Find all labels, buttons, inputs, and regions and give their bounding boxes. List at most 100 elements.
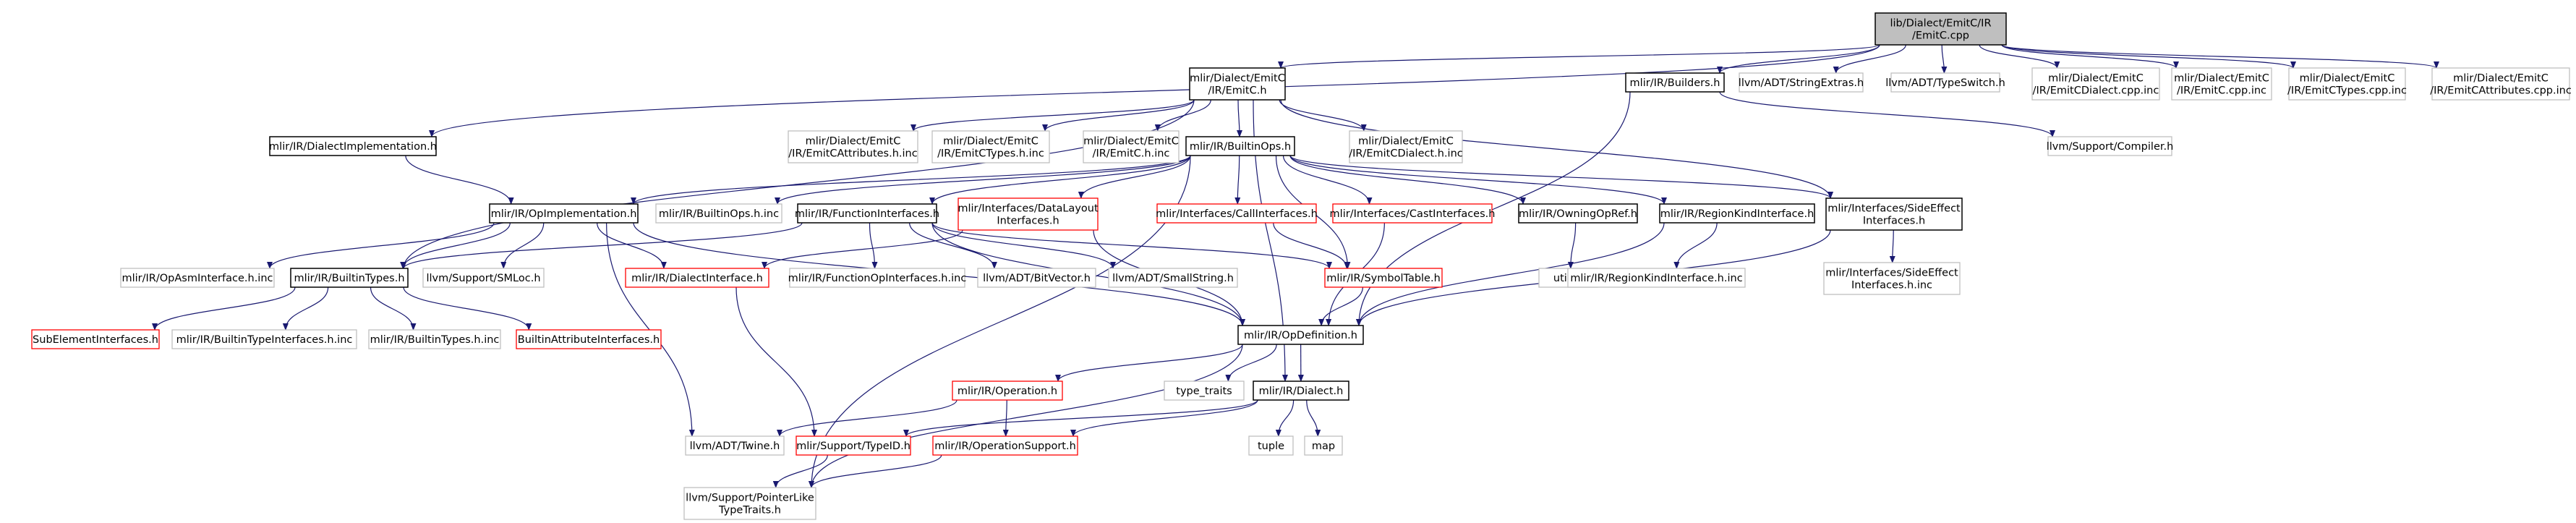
node-dialectinterface_h[interactable]: mlir/IR/DialectInterface.h bbox=[625, 268, 769, 288]
node-symboltable_h[interactable]: mlir/IR/SymbolTable.h bbox=[1324, 268, 1443, 288]
node-box bbox=[931, 130, 1050, 163]
node-label: llvm/Support/SMLoc.h bbox=[426, 273, 540, 284]
node-builtinattrinterfaces_h[interactable]: BuiltinAttributeInterfaces.h bbox=[516, 329, 662, 349]
node-label: mlir/Dialect/EmitC bbox=[2453, 73, 2549, 85]
node-label: /IR/EmitC.cpp.inc bbox=[2177, 85, 2266, 97]
edge-opimpl_h-to-opasminterface_h_inc bbox=[267, 222, 495, 269]
edge-dialect_h-to-typeid_h bbox=[903, 399, 1258, 437]
node-box bbox=[290, 268, 409, 288]
node-opdefinition_h[interactable]: mlir/IR/OpDefinition.h bbox=[1237, 325, 1364, 345]
node-builtinops_h[interactable]: mlir/IR/BuiltinOps.h bbox=[1185, 136, 1295, 156]
node-label: /IR/EmitCAttributes.h.inc bbox=[788, 148, 917, 160]
node-opsupport_h[interactable]: mlir/IR/OperationSupport.h bbox=[932, 435, 1078, 456]
node-smloc_h: llvm/Support/SMLoc.h bbox=[422, 268, 545, 288]
node-typeswitch_h: llvm/ADT/TypeSwitch.h bbox=[1885, 72, 2005, 93]
node-stringextras_h: llvm/ADT/StringExtras.h bbox=[1739, 72, 1864, 93]
node-box bbox=[120, 268, 275, 288]
node-box bbox=[1332, 203, 1493, 224]
node-label: /IR/EmitCAttributes.cpp.inc bbox=[2430, 85, 2572, 97]
edge-root-to-stringextras_h bbox=[1833, 44, 1906, 74]
node-box bbox=[2047, 136, 2172, 156]
node-box bbox=[1739, 72, 1864, 93]
node-owningopref_h[interactable]: mlir/IR/OwningOpRef.h bbox=[1518, 203, 1638, 224]
node-label: mlir/IR/RegionKindInterface.h bbox=[1660, 208, 1814, 220]
node-label: /IR/EmitC.h bbox=[1208, 85, 1266, 97]
edge-builtintypes_h-to-builtintypes_h_inc bbox=[370, 286, 417, 331]
node-label: /IR/EmitCTypes.h.inc bbox=[937, 148, 1044, 160]
node-opimpl_h[interactable]: mlir/IR/OpImplementation.h bbox=[489, 203, 639, 224]
node-map: map bbox=[1304, 435, 1343, 456]
edge-builtinops_h-to-sideeffect_h bbox=[1289, 155, 1833, 199]
node-label: /IR/EmitCDialect.h.inc bbox=[1349, 148, 1463, 160]
node-box bbox=[1890, 72, 2000, 93]
node-label: mlir/IR/DialectInterface.h bbox=[631, 273, 763, 284]
node-emitc_attrs_cpp_inc: mlir/Dialect/EmitC/IR/EmitCAttributes.cp… bbox=[2430, 67, 2572, 101]
node-regionkind_h_inc: mlir/IR/RegionKindInterface.h.inc bbox=[1567, 268, 1746, 288]
node-label: mlir/Dialect/EmitC bbox=[806, 136, 901, 148]
node-label: tuple bbox=[1258, 441, 1284, 452]
node-box bbox=[1164, 380, 1245, 401]
node-label: BuiltinAttributeInterfaces.h bbox=[518, 334, 660, 346]
node-builtintypes_h[interactable]: mlir/IR/BuiltinTypes.h bbox=[290, 268, 409, 288]
node-tuple: tuple bbox=[1248, 435, 1294, 456]
node-label: mlir/IR/RegionKindInterface.h.inc bbox=[1570, 273, 1742, 284]
node-label: mlir/Interfaces/SideEffect bbox=[1827, 203, 1961, 215]
node-label: mlir/IR/DialectImplementation.h bbox=[269, 141, 437, 153]
node-dialect_h[interactable]: mlir/IR/Dialect.h bbox=[1253, 380, 1349, 401]
node-emitc_h[interactable]: mlir/Dialect/EmitC/IR/EmitC.h bbox=[1189, 67, 1286, 101]
node-operation_h[interactable]: mlir/IR/Operation.h bbox=[952, 380, 1063, 401]
node-emitc_cpp_inc: mlir/Dialect/EmitC/IR/EmitC.cpp.inc bbox=[2171, 67, 2272, 101]
edge-regionkind_h-to-opdefinition_h bbox=[1356, 222, 1665, 326]
edge-builtintypes_h-to-builtintypeinterfaces_h_inc bbox=[282, 286, 329, 331]
node-label: lib/Dialect/EmitC/IR bbox=[1890, 18, 1991, 30]
edge-root-to-emitc_attrs_cpp_inc bbox=[2001, 44, 2439, 69]
node-box bbox=[1253, 380, 1349, 401]
node-box bbox=[489, 203, 639, 224]
edge-funcinterfaces_h-to-smallstring_h bbox=[931, 222, 1116, 269]
edge-dialectinterface_h-to-typeid_h bbox=[735, 286, 817, 437]
node-label: SubElementInterfaces.h bbox=[33, 334, 158, 346]
edge-builtintypes_h-to-builtinattrinterfaces_h bbox=[403, 286, 532, 331]
node-builders_h[interactable]: mlir/IR/Builders.h bbox=[1625, 72, 1725, 93]
node-opasminterface_h_inc: mlir/IR/OpAsmInterface.h.inc bbox=[120, 268, 275, 288]
node-label: /IR/EmitC.h.inc bbox=[1093, 148, 1170, 160]
node-builtinops_h_inc: mlir/IR/BuiltinOps.h.inc bbox=[655, 203, 782, 224]
edge-opimpl_h-to-dialectinterface_h bbox=[597, 222, 667, 269]
node-label: /IR/EmitCTypes.cpp.inc bbox=[2287, 85, 2407, 97]
edge-operation_h-to-twine_h bbox=[777, 399, 958, 437]
node-root: lib/Dialect/EmitC/IR/EmitC.cpp bbox=[1875, 12, 2007, 46]
node-box bbox=[655, 203, 782, 224]
node-box bbox=[1825, 197, 1963, 231]
node-box bbox=[789, 268, 965, 288]
node-label: mlir/IR/OpImplementation.h bbox=[491, 208, 637, 220]
edge-emitc_h-to-emitc_types_h_inc bbox=[1042, 99, 1195, 132]
node-regionkind_h[interactable]: mlir/IR/RegionKindInterface.h bbox=[1659, 203, 1815, 224]
node-label: llvm/Support/PointerLike bbox=[686, 493, 814, 504]
node-dialect_impl_h[interactable]: mlir/IR/DialectImplementation.h bbox=[269, 136, 437, 156]
node-box bbox=[685, 435, 785, 456]
edge-builtinops_h-to-builtinops_h_inc bbox=[775, 155, 1191, 205]
node-box bbox=[1875, 12, 2007, 46]
node-box bbox=[797, 203, 937, 224]
node-box bbox=[516, 329, 662, 349]
node-label: mlir/IR/BuiltinTypeInterfaces.h.inc bbox=[176, 334, 353, 346]
node-subelement_h[interactable]: SubElementInterfaces.h bbox=[31, 329, 160, 349]
node-funcinterfaces_h[interactable]: mlir/IR/FunctionInterfaces.h bbox=[795, 203, 939, 224]
edge-root-to-emitc_cpp_inc bbox=[2001, 44, 2179, 69]
node-label: mlir/Dialect/EmitC bbox=[2048, 73, 2144, 85]
node-box bbox=[1625, 72, 1725, 93]
node-label: Interfaces.h.inc bbox=[1851, 280, 1932, 292]
node-label: mlir/IR/FunctionOpInterfaces.h.inc bbox=[788, 273, 967, 284]
node-label: mlir/IR/OpDefinition.h bbox=[1244, 330, 1357, 341]
node-callinterfaces_h[interactable]: mlir/Interfaces/CallInterfaces.h bbox=[1156, 203, 1318, 224]
node-sideeffect_h_inc: mlir/Interfaces/SideEffectInterfaces.h.i… bbox=[1823, 262, 1961, 295]
node-label: mlir/IR/BuiltinOps.h.inc bbox=[659, 208, 779, 220]
edge-emitc_h-to-sideeffect_h bbox=[1280, 99, 1833, 199]
node-typeid_h[interactable]: mlir/Support/TypeID.h bbox=[796, 435, 911, 456]
edge-opdefinition_h-to-operation_h bbox=[1055, 344, 1243, 382]
node-castinterfaces_h[interactable]: mlir/Interfaces/CastInterfaces.h bbox=[1330, 203, 1496, 224]
edge-dialect_h-to-map bbox=[1306, 399, 1321, 437]
